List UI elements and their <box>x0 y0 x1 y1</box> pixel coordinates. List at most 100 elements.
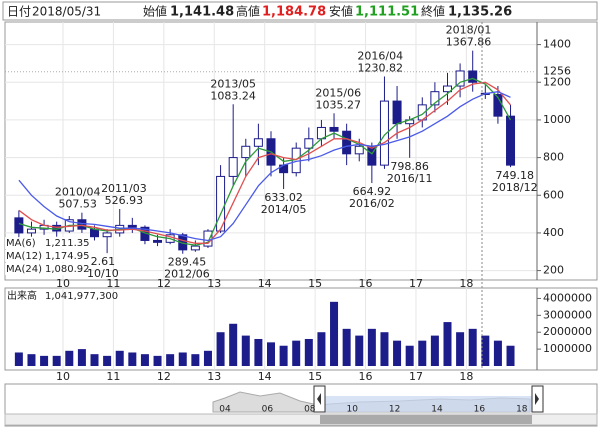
navigator-label: 12 <box>389 405 400 415</box>
annotation-value: 1083.24 <box>210 89 256 102</box>
annotation-value: 749.18 <box>495 169 534 182</box>
ma-line <box>18 81 511 244</box>
annotation-value: 633.02 <box>264 191 303 204</box>
navigator-label: 18 <box>516 405 528 415</box>
annotation-date: 2010/04 <box>55 186 101 199</box>
x-tick-label: 17 <box>409 277 423 290</box>
handle-arrow <box>535 393 539 405</box>
volume-bar <box>115 350 124 366</box>
volume-bar <box>304 338 313 366</box>
volume-bar <box>443 322 452 366</box>
volume-bar <box>430 335 439 366</box>
volume-bar <box>140 354 149 366</box>
volume-bar <box>279 345 288 366</box>
candle-body <box>455 70 465 87</box>
candle-body <box>90 228 100 238</box>
candle-body <box>26 228 36 234</box>
volume-bar <box>128 352 137 366</box>
navigator-label: 16 <box>474 405 486 415</box>
x-tick-label: 17 <box>409 370 423 383</box>
volume-bar <box>342 328 351 366</box>
annotation-date: 2012/06 <box>164 268 210 281</box>
x-tick-label: 10 <box>56 370 70 383</box>
annotation-value: 1367.86 <box>446 36 492 49</box>
navigator-label: 10 <box>346 405 358 415</box>
volume-bar <box>90 354 99 366</box>
annotation-date: 2018/12 <box>492 181 538 194</box>
volume-bar <box>203 350 212 366</box>
volume-bar <box>468 328 477 366</box>
volume-bar <box>506 345 515 366</box>
y-tick-label: 1200 <box>543 75 571 88</box>
candle-body <box>392 100 402 125</box>
navigator-label: 04 <box>219 405 231 415</box>
y-tick-label: 600 <box>543 188 564 201</box>
navigator-selection <box>320 396 532 412</box>
volume-bar <box>52 355 61 366</box>
close: 1,135.26 <box>448 5 512 20</box>
volume-bar <box>178 352 187 366</box>
volume-bar <box>229 323 238 366</box>
reference-label: 1256 <box>543 65 571 78</box>
x-tick-label: 14 <box>258 370 272 383</box>
volume-value: 1,041,977,300 <box>45 291 118 302</box>
annotation-date: 2018/01 <box>446 24 492 37</box>
legend-name: MA(24) <box>6 264 42 275</box>
annotation-value: 664.92 <box>353 185 392 198</box>
legend-box <box>5 237 87 249</box>
annotation-value: 1035.27 <box>315 98 361 111</box>
volume-bar <box>330 301 339 366</box>
candle-body <box>379 100 389 166</box>
scroll-thumb[interactable] <box>320 415 532 424</box>
annotation-date: 10/10 <box>87 267 119 280</box>
ma-line <box>18 77 512 246</box>
volume-bar <box>14 352 23 366</box>
x-tick-label: 16 <box>359 277 373 290</box>
y-tick-label: 200 <box>543 264 564 277</box>
low-label: 安値 <box>329 4 353 19</box>
candle-body <box>127 224 137 228</box>
legend-value: 1,211.35 <box>45 238 90 249</box>
annotation-value: 289.45 <box>168 256 207 269</box>
volume-bar <box>456 332 465 366</box>
candle-body <box>241 145 251 159</box>
date-label: 日付 <box>7 5 31 19</box>
candle-body <box>14 217 24 234</box>
x-tick-label: 15 <box>308 277 322 290</box>
y-tick-label: 1000000 <box>543 342 592 355</box>
low: 1,111.51 <box>355 5 419 20</box>
legend-box <box>5 250 87 262</box>
volume-bar <box>65 350 74 366</box>
navigator-label: 14 <box>431 405 443 415</box>
candle-body <box>190 245 200 251</box>
navigator-label: 06 <box>262 405 274 415</box>
candle-body <box>354 145 364 155</box>
annotation-date: 2016/04 <box>357 49 403 62</box>
y-tick-label: 4000000 <box>543 291 592 304</box>
x-tick-label: 16 <box>359 370 373 383</box>
candle-body <box>430 91 440 106</box>
legend-box <box>5 263 87 275</box>
candle-body <box>102 232 112 238</box>
header-box <box>2 1 598 21</box>
volume-bar <box>481 335 490 366</box>
volume-bar <box>254 338 263 366</box>
candle-body <box>304 138 314 149</box>
high-label: 高値 <box>236 4 260 19</box>
volume-frame <box>4 287 598 371</box>
x-tick-label: 14 <box>258 277 272 290</box>
legend-value: 1,080.92 <box>45 264 90 275</box>
volume-bar <box>216 332 225 366</box>
annotation-date: 2015/06 <box>315 86 361 99</box>
handle-arrow <box>317 393 321 405</box>
volume-bar <box>292 340 301 366</box>
legend-value: 1,174.95 <box>45 251 90 262</box>
open-label: 始値 <box>143 4 167 19</box>
main-frame <box>4 21 598 281</box>
volume-bar <box>77 349 86 366</box>
volume-bar <box>166 354 175 366</box>
close-label: 終値 <box>421 4 445 19</box>
candle-body <box>253 138 263 147</box>
